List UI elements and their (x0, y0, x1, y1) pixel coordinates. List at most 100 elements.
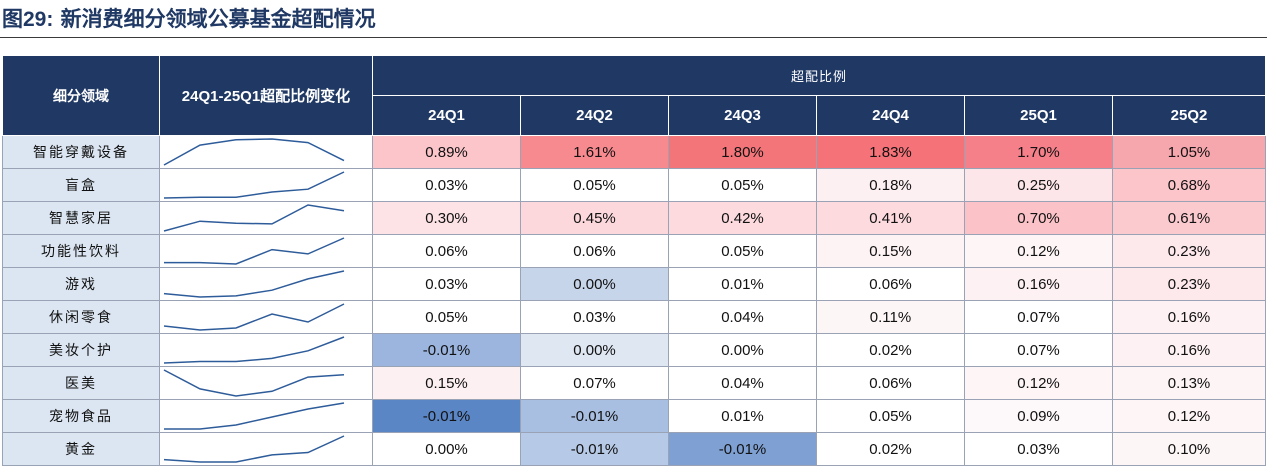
value-cell: 0.23% (1111, 234, 1267, 268)
value-cell: -0.01% (520, 399, 669, 433)
value-cell: 0.16% (964, 267, 1113, 301)
table-row: 智慧家居 0.30% 0.45% 0.42% 0.41% 0.70% 0.61% (2, 201, 1267, 235)
value-cell: 0.01% (668, 267, 817, 301)
category-cell: 宠物食品 (2, 399, 160, 433)
header-quarter: 24Q4 (816, 95, 965, 136)
sparkline-series-line (163, 369, 345, 397)
value-cell: -0.01% (668, 432, 817, 466)
category-cell: 智能穿戴设备 (2, 135, 160, 169)
value-cell: 0.11% (816, 300, 965, 334)
value-cell: 0.07% (964, 333, 1113, 367)
header-quarter: 24Q3 (668, 95, 817, 136)
value-cell: 0.45% (520, 201, 669, 235)
overweight-table: 细分领域 24Q1-25Q1超配比例变化 超配比例 24Q1 24Q2 24Q3… (2, 55, 1267, 466)
value-cell: 0.89% (372, 135, 521, 169)
header-quarter: 24Q1 (372, 95, 521, 136)
sparkline-chart (163, 303, 345, 331)
value-cell: -0.01% (372, 399, 521, 433)
sparkline-chart (163, 270, 345, 298)
value-cell: 0.05% (520, 168, 669, 202)
figure-title-number: 29: (23, 8, 54, 31)
sparkline-cell (159, 333, 373, 367)
header-category: 细分领域 (2, 55, 160, 136)
table-row: 休闲零食 0.05% 0.03% 0.04% 0.11% 0.07% 0.16% (2, 300, 1267, 334)
value-cell: 0.02% (816, 333, 965, 367)
value-cell: 0.06% (520, 234, 669, 268)
value-cell: 0.06% (816, 366, 965, 400)
value-cell: 1.70% (964, 135, 1113, 169)
sparkline-cell (159, 201, 373, 235)
table-row: 宠物食品 -0.01% -0.01% 0.01% 0.05% 0.09% 0.12% (2, 399, 1267, 433)
value-cell: 0.68% (1111, 168, 1267, 202)
sparkline-cell (159, 399, 373, 433)
value-cell: 0.00% (372, 432, 521, 466)
value-cell: 0.03% (520, 300, 669, 334)
sparkline-series-line (163, 204, 345, 232)
sparkline-chart (163, 336, 345, 364)
sparkline-cell (159, 168, 373, 202)
value-cell: 0.00% (520, 267, 669, 301)
sparkline-series-line (163, 336, 345, 364)
value-cell: 0.30% (372, 201, 521, 235)
table-row: 盲盒 0.03% 0.05% 0.05% 0.18% 0.25% 0.68% (2, 168, 1267, 202)
table-row: 美妆个护 -0.01% 0.00% 0.00% 0.02% 0.07% 0.16% (2, 333, 1267, 367)
value-cell: 0.10% (1111, 432, 1267, 466)
value-cell: 0.41% (816, 201, 965, 235)
value-cell: 0.25% (964, 168, 1113, 202)
value-cell: 0.70% (964, 201, 1113, 235)
value-cell: 0.42% (668, 201, 817, 235)
sparkline-chart (163, 369, 345, 397)
title-divider (0, 37, 1267, 38)
table-row: 医美 0.15% 0.07% 0.04% 0.06% 0.12% 0.13% (2, 366, 1267, 400)
value-cell: 0.05% (816, 399, 965, 433)
value-cell: 0.15% (816, 234, 965, 268)
value-cell: 1.80% (668, 135, 817, 169)
sparkline-chart (164, 237, 345, 265)
value-cell: 0.03% (372, 168, 521, 202)
value-cell: 0.16% (1111, 333, 1267, 367)
header-change: 24Q1-25Q1超配比例变化 (159, 55, 373, 136)
value-cell: 0.07% (520, 366, 669, 400)
category-cell: 医美 (2, 366, 160, 400)
sparkline-series-line (164, 402, 345, 430)
figure-title: 图29: 新消费细分领域公募基金超配情况 (2, 2, 376, 36)
header-quarter: 24Q2 (520, 95, 669, 136)
sparkline-cell (159, 300, 373, 334)
value-cell: 0.01% (668, 399, 817, 433)
sparkline-series-line (163, 171, 345, 199)
category-cell: 美妆个护 (2, 333, 160, 367)
value-cell: 0.02% (816, 432, 965, 466)
value-cell: 0.13% (1111, 366, 1267, 400)
value-cell: 1.61% (520, 135, 669, 169)
value-cell: 0.09% (964, 399, 1113, 433)
value-cell: 0.18% (816, 168, 965, 202)
value-cell: 0.15% (372, 366, 521, 400)
sparkline-series-line (163, 270, 345, 298)
sparkline-series-line (163, 435, 345, 463)
value-cell: 0.00% (520, 333, 669, 367)
value-cell: 0.07% (964, 300, 1113, 334)
value-cell: 1.83% (816, 135, 965, 169)
category-cell: 游戏 (2, 267, 160, 301)
sparkline-cell (159, 135, 373, 169)
category-cell: 功能性饮料 (2, 234, 160, 268)
figure-title-text: 新消费细分领域公募基金超配情况 (60, 7, 376, 31)
sparkline-series-line (164, 237, 345, 265)
sparkline-chart (163, 204, 345, 232)
table-row: 功能性饮料 0.06% 0.06% 0.05% 0.15% 0.12% 0.23% (2, 234, 1267, 268)
header-overweight-ratio: 超配比例 (371, 55, 1267, 96)
value-cell: 0.05% (668, 168, 817, 202)
sparkline-series-line (163, 138, 345, 166)
header-quarter: 25Q1 (964, 95, 1113, 136)
sparkline-cell (159, 432, 373, 466)
table-body: 智能穿戴设备 0.89% 1.61% 1.80% 1.83% 1.70% 1.05% 盲盒 0.… (2, 135, 1267, 466)
sparkline-chart (164, 402, 345, 430)
category-cell: 休闲零食 (2, 300, 160, 334)
value-cell: 0.04% (668, 300, 817, 334)
table-row: 黄金 0.00% -0.01% -0.01% 0.02% 0.03% 0.10% (2, 432, 1267, 466)
sparkline-chart (163, 138, 345, 166)
value-cell: 0.23% (1111, 267, 1267, 301)
value-cell: 0.05% (668, 234, 817, 268)
value-cell: 0.12% (1111, 399, 1267, 433)
value-cell: 0.03% (372, 267, 521, 301)
